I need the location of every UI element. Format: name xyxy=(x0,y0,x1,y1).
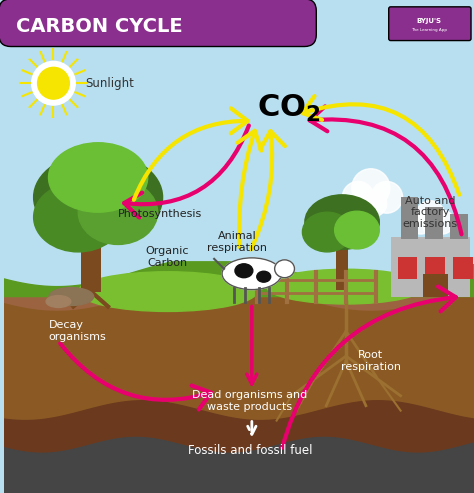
Ellipse shape xyxy=(46,296,71,308)
Bar xyxy=(453,257,473,279)
Ellipse shape xyxy=(257,271,271,282)
FancyArrowPatch shape xyxy=(60,344,211,410)
Polygon shape xyxy=(4,297,474,493)
Bar xyxy=(401,197,419,239)
FancyArrowPatch shape xyxy=(237,131,261,247)
Text: Auto and
factory
emissions: Auto and factory emissions xyxy=(403,196,458,229)
Ellipse shape xyxy=(222,258,282,289)
Text: Dead organisms and
waste products: Dead organisms and waste products xyxy=(192,390,308,412)
Text: Photosynthesis: Photosynthesis xyxy=(118,209,202,219)
Polygon shape xyxy=(4,411,474,493)
Circle shape xyxy=(361,191,387,216)
Polygon shape xyxy=(4,401,474,493)
Bar xyxy=(450,214,468,239)
Bar xyxy=(425,207,443,239)
Circle shape xyxy=(430,210,454,234)
Ellipse shape xyxy=(302,212,352,252)
FancyBboxPatch shape xyxy=(0,0,316,46)
Bar xyxy=(81,217,101,291)
Text: $\mathbf{CO_2}$: $\mathbf{CO_2}$ xyxy=(257,93,320,124)
Ellipse shape xyxy=(274,260,294,278)
Bar xyxy=(336,242,348,289)
Ellipse shape xyxy=(49,287,94,306)
Text: Root
respiration: Root respiration xyxy=(341,350,401,372)
Ellipse shape xyxy=(305,195,379,249)
Text: Decay
organisms: Decay organisms xyxy=(48,320,106,342)
Text: Animal
respiration: Animal respiration xyxy=(207,231,267,253)
Ellipse shape xyxy=(78,180,158,245)
Ellipse shape xyxy=(235,264,253,278)
Polygon shape xyxy=(4,262,474,297)
FancyArrowPatch shape xyxy=(124,126,249,217)
Bar xyxy=(391,237,470,297)
Bar xyxy=(398,257,418,279)
Ellipse shape xyxy=(34,153,163,242)
Text: Sunlight: Sunlight xyxy=(85,77,134,90)
FancyBboxPatch shape xyxy=(389,7,471,40)
Text: Fossils and fossil fuel: Fossils and fossil fuel xyxy=(188,444,312,457)
FancyArrowPatch shape xyxy=(134,108,247,200)
Circle shape xyxy=(416,201,445,229)
Text: The Learning App: The Learning App xyxy=(411,28,447,32)
Polygon shape xyxy=(4,445,474,493)
Text: CARBON CYCLE: CARBON CYCLE xyxy=(16,17,182,36)
FancyArrowPatch shape xyxy=(310,106,462,234)
Polygon shape xyxy=(4,437,474,493)
Circle shape xyxy=(342,181,374,213)
Bar xyxy=(425,257,445,279)
Ellipse shape xyxy=(267,269,425,304)
Circle shape xyxy=(423,217,442,237)
Circle shape xyxy=(352,169,390,207)
FancyArrowPatch shape xyxy=(302,96,459,195)
FancyArrowPatch shape xyxy=(283,286,456,448)
Bar xyxy=(423,274,448,297)
Text: Organic
Carbon: Organic Carbon xyxy=(146,246,189,268)
Ellipse shape xyxy=(78,272,257,312)
Ellipse shape xyxy=(48,143,148,212)
Circle shape xyxy=(409,210,433,234)
Circle shape xyxy=(32,62,75,105)
Polygon shape xyxy=(4,286,474,493)
Circle shape xyxy=(371,181,402,213)
FancyArrowPatch shape xyxy=(251,131,285,249)
Circle shape xyxy=(37,68,69,99)
Ellipse shape xyxy=(34,182,123,252)
Ellipse shape xyxy=(335,211,379,249)
Text: BYJU'S: BYJU'S xyxy=(417,18,442,24)
